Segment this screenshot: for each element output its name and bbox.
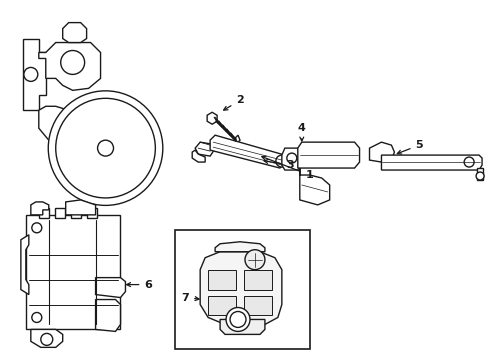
Polygon shape [65, 200, 95, 215]
Polygon shape [95, 300, 120, 332]
Polygon shape [299, 168, 329, 205]
Polygon shape [215, 242, 264, 252]
Polygon shape [210, 135, 285, 168]
Polygon shape [200, 252, 281, 324]
Polygon shape [381, 155, 481, 170]
Polygon shape [476, 168, 482, 180]
Text: 5: 5 [397, 140, 422, 154]
Circle shape [98, 140, 113, 156]
Bar [208, 296, 236, 315]
Polygon shape [369, 142, 394, 162]
Polygon shape [39, 106, 68, 140]
Polygon shape [207, 112, 217, 124]
Circle shape [244, 250, 264, 270]
Bar [86, 208, 96, 218]
Polygon shape [23, 39, 46, 110]
Polygon shape [95, 278, 125, 298]
Circle shape [463, 157, 473, 167]
Bar [208, 270, 236, 289]
Polygon shape [297, 142, 359, 168]
Ellipse shape [56, 98, 155, 198]
Circle shape [32, 223, 41, 233]
Bar [244, 296, 271, 315]
Ellipse shape [48, 91, 163, 206]
Polygon shape [235, 135, 240, 143]
Polygon shape [195, 142, 214, 156]
Polygon shape [31, 202, 49, 215]
Circle shape [61, 50, 84, 75]
Polygon shape [26, 215, 120, 329]
Circle shape [32, 312, 41, 323]
Bar [39, 208, 49, 218]
Polygon shape [281, 148, 301, 170]
Polygon shape [220, 319, 264, 334]
Polygon shape [62, 23, 86, 42]
Text: 4: 4 [297, 123, 305, 141]
Bar [175, 230, 309, 349]
Polygon shape [192, 150, 205, 162]
Text: 6: 6 [126, 280, 152, 289]
Text: 3: 3 [264, 159, 293, 170]
Circle shape [229, 311, 245, 328]
Text: 2: 2 [223, 95, 244, 110]
Circle shape [24, 67, 38, 81]
Bar [71, 208, 81, 218]
Circle shape [275, 155, 287, 167]
Circle shape [225, 307, 249, 332]
Bar [244, 270, 271, 289]
Text: 7: 7 [181, 293, 199, 302]
Circle shape [286, 153, 296, 163]
Bar [55, 208, 64, 218]
Polygon shape [31, 329, 62, 347]
Circle shape [41, 333, 53, 345]
Text: 1: 1 [261, 156, 313, 180]
Polygon shape [39, 42, 101, 90]
Circle shape [475, 172, 483, 180]
Polygon shape [21, 235, 29, 294]
